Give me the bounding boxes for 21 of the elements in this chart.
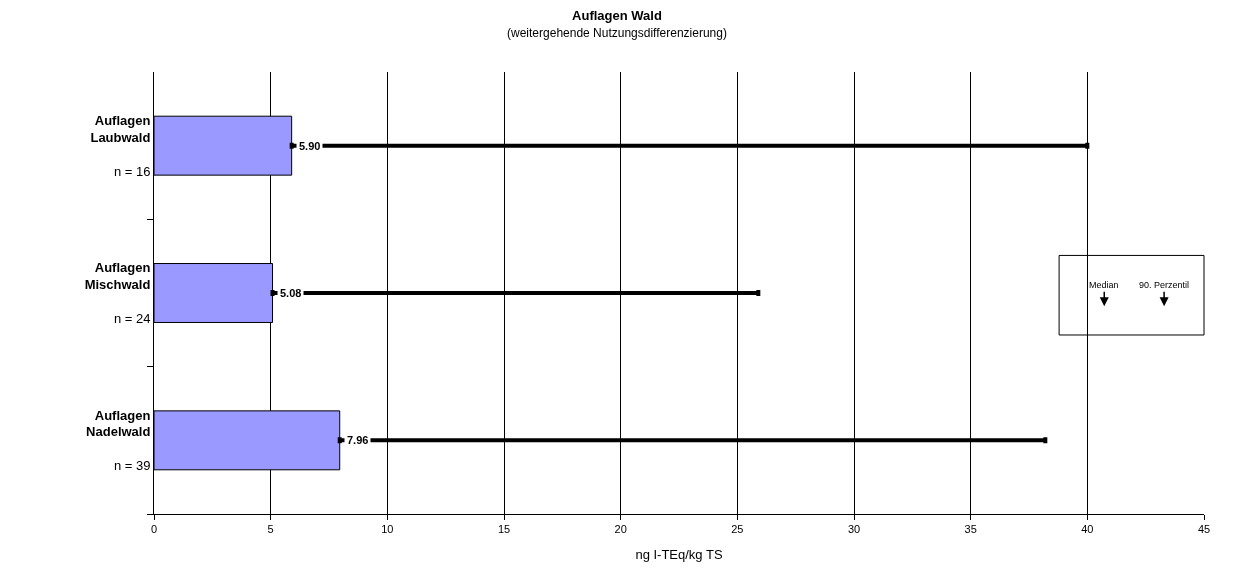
annotation: Median xyxy=(1089,280,1119,290)
x-tick-label: 40 xyxy=(1081,523,1094,536)
x-tick-label: 5 xyxy=(267,523,274,536)
x-tick-label: 25 xyxy=(731,523,744,536)
chart-title: Auflagen Wald xyxy=(572,8,662,24)
chart-subtitle: (weitergehende Nutzungsdifferenzierung) xyxy=(507,26,727,41)
x-axis-title: ng I-TEq/kg TS xyxy=(635,546,723,562)
x-tick-label: 0 xyxy=(150,523,158,536)
x-tick-label: 15 xyxy=(497,523,511,536)
x-tick-label: 45 xyxy=(1197,523,1211,536)
data-label: 5.90 xyxy=(299,140,321,152)
x-tick-label: 30 xyxy=(847,523,861,536)
data-label: 7.96 xyxy=(347,434,369,446)
x-tick-label: 20 xyxy=(614,523,627,536)
category-label: Auflagen Mischwald n = 24 xyxy=(84,260,151,326)
annotation: 90. Perzentil xyxy=(1139,280,1190,290)
category-label: Auflagen Laubwald n = 16 xyxy=(90,112,151,179)
x-tick-label: 35 xyxy=(964,523,977,536)
category-label: Auflagen Nadelwald n = 39 xyxy=(86,407,151,474)
x-tick-label: 10 xyxy=(381,523,394,536)
data-label: 5.08 xyxy=(280,287,302,299)
